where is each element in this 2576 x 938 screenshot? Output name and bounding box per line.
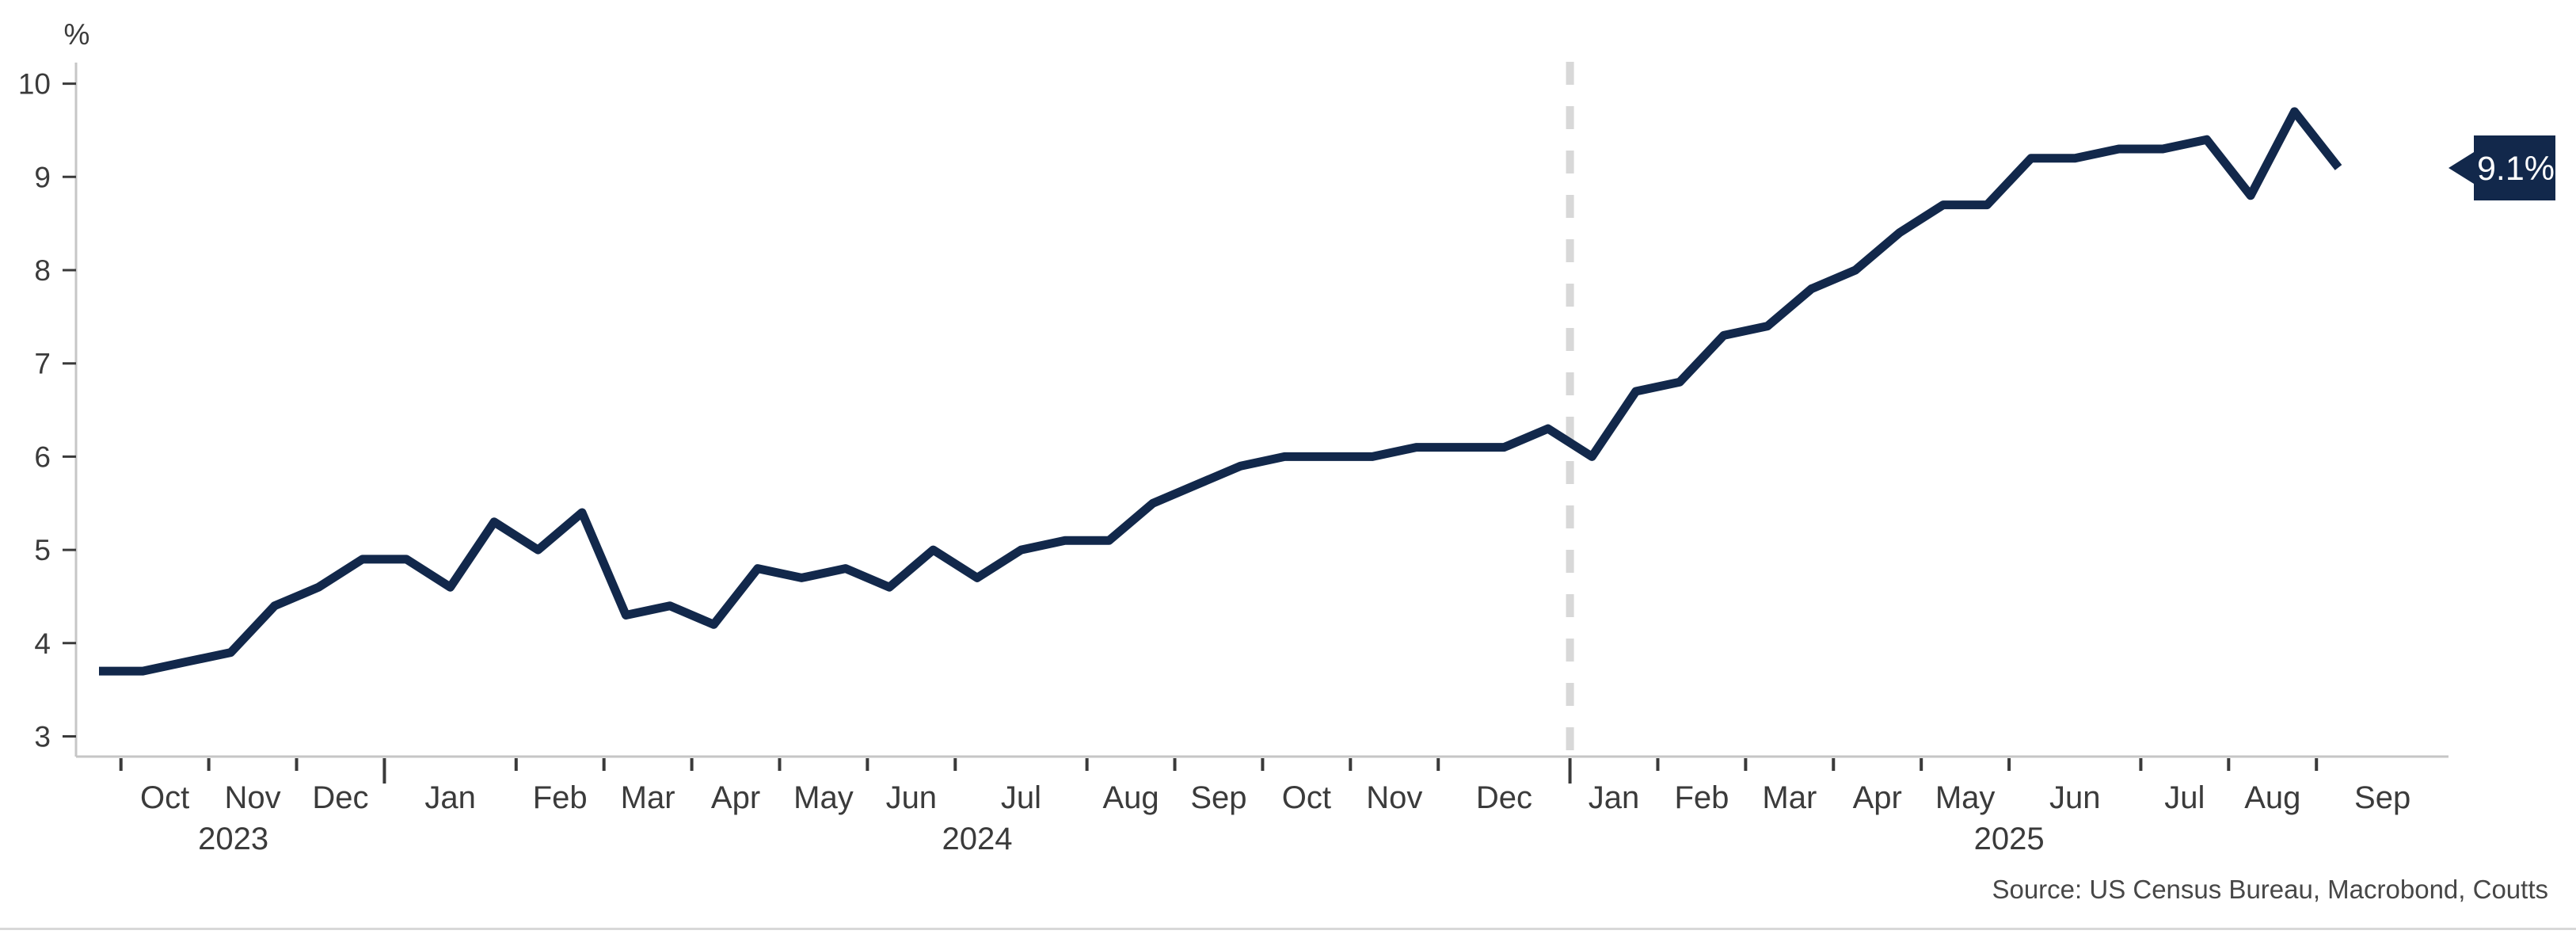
x-year-label-2024: 2024	[942, 822, 1013, 856]
x-month-label-13: Nov	[1366, 780, 1422, 815]
x-month-label-17: Mar	[1762, 780, 1817, 815]
series-line	[99, 107, 2342, 676]
x-month-label-5: Mar	[621, 780, 675, 815]
bottom-border-rule	[0, 928, 2576, 930]
x-month-label-11: Sep	[1190, 780, 1246, 815]
x-month-label-9: Jul	[1001, 780, 1041, 815]
x-month-label-21: Jul	[2164, 780, 2205, 815]
x-month-label-14: Dec	[1476, 780, 1532, 815]
y-tick-label-9: 9	[34, 161, 51, 193]
y-tick-label-7: 7	[34, 348, 51, 380]
x-axis-ticks	[119, 758, 2319, 784]
source-note: Source: US Census Bureau, Macrobond, Cou…	[1992, 875, 2548, 904]
y-tick-label-4: 4	[34, 627, 51, 660]
y-tick-label-5: 5	[34, 534, 51, 566]
x-axis-year-labels: 2023 2024 2025	[198, 822, 2044, 856]
x-month-label-8: Jun	[886, 780, 938, 815]
x-month-label-18: Apr	[1853, 780, 1902, 815]
x-month-label-2: Dec	[312, 780, 368, 815]
x-year-label-2023: 2023	[198, 822, 268, 856]
y-axis-unit-label: %	[64, 18, 90, 51]
x-month-label-22: Aug	[2244, 780, 2300, 815]
x-month-label-15: Jan	[1589, 780, 1640, 815]
latest-value-callout	[2449, 135, 2555, 200]
latest-value-label: 9.1%	[2477, 150, 2555, 188]
y-axis-ticks: 3 4 5 6 7 8 9 10	[18, 68, 76, 753]
x-month-label-6: Apr	[711, 780, 760, 815]
x-month-label-7: May	[793, 780, 854, 815]
y-tick-label-8: 8	[34, 254, 51, 287]
x-month-label-0: Oct	[140, 780, 189, 815]
y-tick-label-3: 3	[34, 721, 51, 753]
x-month-label-10: Aug	[1102, 780, 1159, 815]
x-axis-month-labels: Oct Nov Dec Jan Feb Mar Apr May Jun Jul Aug Sep Oct N…	[140, 780, 2410, 815]
y-tick-label-10: 10	[18, 68, 51, 101]
x-month-label-12: Oct	[1282, 780, 1331, 815]
y-tick-label-6: 6	[34, 440, 51, 473]
x-year-label-2025: 2025	[1974, 822, 2045, 856]
x-month-label-16: Feb	[1674, 780, 1729, 815]
x-month-label-19: May	[1935, 780, 1996, 815]
x-month-label-3: Jan	[424, 780, 476, 815]
x-month-label-23: Sep	[2354, 780, 2410, 815]
x-month-label-4: Feb	[533, 780, 588, 815]
x-month-label-20: Jun	[2049, 780, 2101, 815]
x-month-label-1: Nov	[225, 780, 281, 815]
